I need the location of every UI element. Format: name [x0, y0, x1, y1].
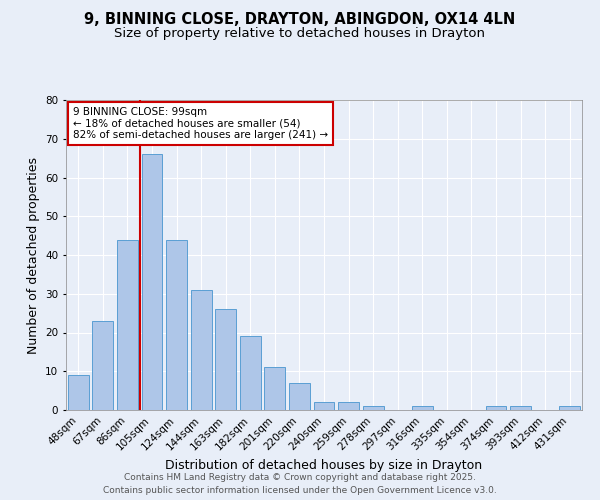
Bar: [412, 406, 433, 410]
Bar: [68, 375, 89, 410]
X-axis label: Distribution of detached houses by size in Drayton: Distribution of detached houses by size …: [166, 458, 482, 471]
Text: Size of property relative to detached houses in Drayton: Size of property relative to detached ho…: [115, 28, 485, 40]
Bar: [559, 406, 580, 410]
Bar: [338, 402, 359, 410]
Bar: [117, 240, 138, 410]
Text: 9, BINNING CLOSE, DRAYTON, ABINGDON, OX14 4LN: 9, BINNING CLOSE, DRAYTON, ABINGDON, OX1…: [85, 12, 515, 28]
Bar: [362, 406, 383, 410]
Bar: [240, 336, 261, 410]
Bar: [92, 321, 113, 410]
Bar: [265, 368, 286, 410]
Text: 9 BINNING CLOSE: 99sqm
← 18% of detached houses are smaller (54)
82% of semi-det: 9 BINNING CLOSE: 99sqm ← 18% of detached…: [73, 107, 328, 140]
Text: Contains HM Land Registry data © Crown copyright and database right 2025.
Contai: Contains HM Land Registry data © Crown c…: [103, 474, 497, 495]
Bar: [314, 402, 334, 410]
Y-axis label: Number of detached properties: Number of detached properties: [26, 156, 40, 354]
Bar: [289, 383, 310, 410]
Bar: [191, 290, 212, 410]
Bar: [510, 406, 531, 410]
Bar: [485, 406, 506, 410]
Bar: [166, 240, 187, 410]
Bar: [215, 309, 236, 410]
Bar: [142, 154, 163, 410]
